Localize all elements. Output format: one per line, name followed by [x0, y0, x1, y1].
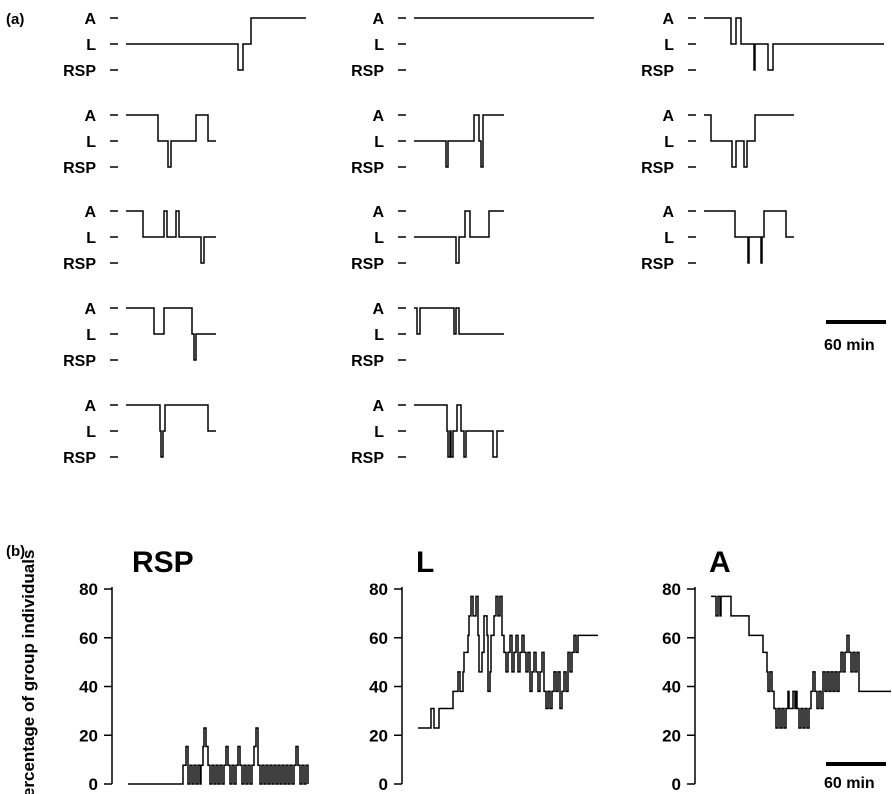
y-tick-label: 0 — [89, 775, 98, 794]
panel-label-b: (b) — [6, 543, 25, 560]
y-tick-label: 60 — [79, 629, 98, 648]
state-label-rsp: RSP — [641, 160, 674, 177]
state-label-l: L — [86, 230, 96, 247]
plot-rsp: RSP 0 20 40 60 80 — [79, 546, 309, 794]
state-label-l: L — [86, 327, 96, 344]
trace-line — [414, 307, 504, 335]
plot-title: L — [416, 546, 434, 579]
scale-bar-b-label: 60 min — [824, 775, 875, 792]
trace-line — [126, 404, 216, 458]
trace-4: AL RSP — [63, 108, 216, 177]
trace-line — [414, 210, 504, 264]
trace-line — [126, 17, 306, 71]
y-tick-label: 80 — [369, 580, 388, 599]
state-label-a: A — [662, 11, 674, 28]
trace-line — [704, 114, 794, 168]
scale-bar-b: 60 min — [824, 762, 886, 792]
trace-line — [126, 210, 216, 264]
state-label-l: L — [664, 230, 674, 247]
state-label-l: L — [86, 134, 96, 151]
y-tick-label: 20 — [662, 726, 681, 745]
state-label-rsp: RSP — [641, 256, 674, 273]
trace-5: AL RSP — [351, 108, 504, 177]
state-label-rsp: RSP — [641, 63, 674, 80]
panel-a-traces: ALRSPALRSPALRSPALRSPALRSPALRSPALRSPALRSP… — [63, 11, 884, 467]
plot-title: RSP — [132, 546, 194, 579]
trace-line — [126, 307, 216, 361]
trace-1: AL RSP — [63, 11, 306, 80]
state-label-rsp: RSP — [63, 256, 96, 273]
trace-6: AL RSP — [641, 108, 794, 177]
y-tick-label: 60 — [369, 629, 388, 648]
scale-bar-a: 60 min — [824, 320, 886, 354]
y-tick-label: 80 — [79, 580, 98, 599]
trace-13: AL RSP — [351, 398, 504, 467]
state-label-l: L — [664, 134, 674, 151]
series-line — [418, 595, 598, 729]
state-label-rsp: RSP — [351, 63, 384, 80]
y-tick-label: 80 — [662, 580, 681, 599]
state-label-l: L — [86, 37, 96, 54]
trace-11: AL RSP — [351, 301, 504, 370]
trace-10: AL RSP — [63, 301, 216, 370]
y-tick-label: 40 — [79, 678, 98, 697]
plot-l: L 0 20 40 60 80 — [369, 546, 598, 794]
series-line — [128, 727, 309, 785]
state-label-rsp: RSP — [351, 256, 384, 273]
y-tick-label: 20 — [369, 726, 388, 745]
state-label-a: A — [84, 11, 96, 28]
state-label-a: A — [662, 204, 674, 221]
state-label-rsp: RSP — [63, 63, 96, 80]
state-label-a: A — [662, 108, 674, 125]
state-label-l: L — [374, 37, 384, 54]
scale-bar-a-label: 60 min — [824, 337, 875, 354]
state-label-rsp: RSP — [63, 450, 96, 467]
state-label-a: A — [84, 398, 96, 415]
trace-line — [126, 114, 216, 168]
y-tick-label: 0 — [379, 775, 388, 794]
trace-9: AL RSP — [641, 204, 794, 273]
state-label-a: A — [372, 11, 384, 28]
state-label-l: L — [664, 37, 674, 54]
trace-line — [704, 210, 794, 264]
state-label-l: L — [374, 327, 384, 344]
plot-a: A 0 20 40 60 80 — [662, 546, 891, 794]
y-tick-label: 0 — [672, 775, 681, 794]
state-label-a: A — [84, 108, 96, 125]
y-tick-label: 40 — [369, 678, 388, 697]
state-label-a: A — [372, 301, 384, 318]
state-label-a: A — [372, 108, 384, 125]
trace-2: AL RSP — [351, 11, 594, 80]
trace-7: AL RSP — [63, 204, 216, 273]
y-axis-label: Percentage of group individuals — [19, 550, 38, 794]
trace-line — [414, 114, 504, 168]
panel-label-a: (a) — [6, 11, 24, 28]
state-label-rsp: RSP — [63, 353, 96, 370]
state-label-l: L — [374, 230, 384, 247]
state-label-rsp: RSP — [351, 450, 384, 467]
state-label-rsp: RSP — [351, 160, 384, 177]
plot-title: A — [709, 546, 731, 579]
panel-b-plots: RSP 0 20 40 60 80 L 0 20 40 60 80 A 0 20 40 60 80 — [79, 546, 891, 794]
state-label-a: A — [372, 204, 384, 221]
y-tick-label: 20 — [79, 726, 98, 745]
state-label-l: L — [374, 424, 384, 441]
state-label-a: A — [84, 204, 96, 221]
state-label-a: A — [84, 301, 96, 318]
state-label-rsp: RSP — [351, 353, 384, 370]
trace-line — [414, 404, 504, 458]
y-tick-label: 60 — [662, 629, 681, 648]
trace-line — [704, 17, 884, 71]
state-label-l: L — [374, 134, 384, 151]
state-label-l: L — [86, 424, 96, 441]
trace-12: AL RSP — [63, 398, 216, 467]
trace-3: AL RSP — [641, 11, 884, 80]
state-label-a: A — [372, 398, 384, 415]
state-label-rsp: RSP — [63, 160, 96, 177]
y-tick-label: 40 — [662, 678, 681, 697]
trace-8: AL RSP — [351, 204, 504, 273]
series-line — [711, 595, 891, 729]
